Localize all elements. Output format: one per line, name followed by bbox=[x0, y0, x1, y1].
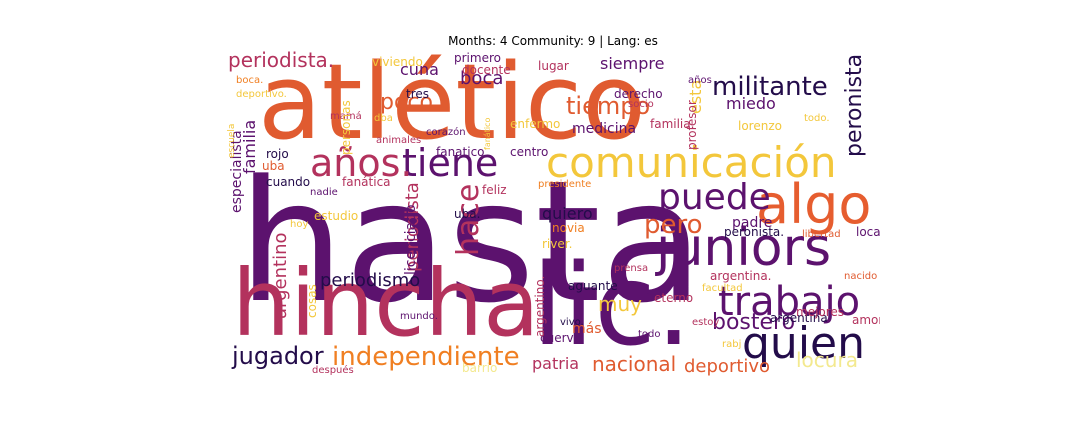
word: periodista. bbox=[228, 50, 335, 72]
word: derecho bbox=[614, 87, 663, 101]
word: uba bbox=[262, 159, 285, 173]
word: medicina bbox=[572, 121, 637, 137]
word: todo. bbox=[804, 113, 830, 124]
word: quien bbox=[742, 318, 865, 369]
word: tiempo bbox=[566, 92, 651, 120]
word: hincha bbox=[232, 250, 540, 357]
word: uba. bbox=[454, 207, 481, 221]
word: poco bbox=[380, 90, 433, 115]
word: enfermo bbox=[510, 117, 561, 131]
word: cuervo bbox=[540, 331, 581, 345]
word: river. bbox=[542, 237, 573, 251]
word: estoy bbox=[692, 317, 720, 328]
word: loca bbox=[856, 225, 880, 239]
word: después bbox=[312, 365, 354, 376]
word: socio bbox=[628, 99, 654, 110]
word: rojo bbox=[266, 147, 289, 161]
word: pero bbox=[644, 210, 703, 240]
word: padre bbox=[732, 215, 773, 231]
word: nacido bbox=[844, 271, 878, 282]
word: escuela bbox=[227, 123, 237, 158]
word: bostero bbox=[712, 310, 796, 335]
word: nadie bbox=[310, 187, 338, 198]
word: todo bbox=[638, 329, 661, 340]
word: patria bbox=[532, 354, 580, 373]
word: peronista. bbox=[724, 225, 785, 239]
word: mejores bbox=[796, 305, 845, 319]
word: cosas bbox=[305, 284, 319, 318]
word: barrio bbox=[462, 361, 498, 375]
word: primero bbox=[454, 51, 501, 65]
word: prensa bbox=[614, 263, 649, 274]
word: miedo bbox=[726, 94, 776, 113]
word: cuando bbox=[266, 175, 311, 189]
word: lorenzo bbox=[738, 119, 782, 133]
word: amor bbox=[852, 313, 880, 327]
word: presidente bbox=[538, 179, 592, 190]
page-title: Months: 4 Community: 9 | Lang: es bbox=[448, 34, 658, 48]
word: peronista bbox=[842, 53, 867, 157]
word: personas bbox=[339, 100, 353, 155]
word: tiene bbox=[402, 141, 499, 185]
word: puede bbox=[658, 177, 771, 218]
word: deportivo. bbox=[236, 89, 287, 100]
word: docente bbox=[462, 63, 511, 77]
word: argentina. bbox=[710, 269, 772, 283]
word: mamá bbox=[330, 111, 362, 122]
word: siempre bbox=[600, 54, 665, 73]
word: fanático bbox=[483, 117, 492, 150]
word: rabj bbox=[722, 339, 742, 350]
word: licenciado bbox=[403, 204, 419, 275]
word: argentino. bbox=[533, 275, 547, 337]
word: deportivo bbox=[684, 356, 771, 377]
word: corazón bbox=[426, 127, 466, 138]
word: fanática bbox=[342, 175, 391, 189]
word: animales bbox=[376, 135, 422, 146]
word: aguante bbox=[568, 279, 618, 293]
word: facultad bbox=[702, 283, 743, 294]
word: hoy bbox=[290, 219, 309, 230]
word: centro bbox=[510, 145, 549, 159]
word: más bbox=[572, 321, 602, 337]
word: vivo. bbox=[560, 317, 584, 328]
word: algo bbox=[756, 173, 872, 236]
word: locura bbox=[796, 348, 858, 372]
word: lugar bbox=[538, 59, 569, 73]
word: feliz bbox=[482, 183, 507, 197]
word: tres bbox=[406, 87, 430, 101]
word: años. bbox=[310, 141, 413, 185]
word: fanatico bbox=[436, 145, 485, 159]
word: dba bbox=[374, 113, 393, 124]
word: mundo. bbox=[400, 311, 438, 322]
word: argentina bbox=[770, 311, 828, 325]
word: libertad bbox=[802, 229, 841, 240]
word: jugador bbox=[232, 342, 324, 370]
word: eterno bbox=[654, 291, 694, 305]
word: atlético bbox=[258, 50, 646, 163]
word: lic. bbox=[532, 241, 692, 371]
word-cloud: hasta atlético hincha lic. comunicación junio… bbox=[226, 50, 880, 380]
word: hasta bbox=[238, 144, 704, 340]
word: cuna bbox=[400, 60, 439, 79]
word: trabajo bbox=[718, 279, 861, 325]
word: familia. bbox=[650, 117, 695, 131]
word: novia bbox=[552, 221, 585, 235]
word: argentino bbox=[270, 232, 291, 319]
word: años bbox=[688, 75, 712, 86]
word: boca bbox=[460, 68, 504, 89]
word: comunicación bbox=[546, 138, 837, 187]
word: muy bbox=[598, 292, 642, 316]
word: quiero bbox=[542, 204, 593, 223]
word: nacional bbox=[592, 352, 677, 376]
word: viviendo bbox=[372, 55, 423, 69]
word: periodismo bbox=[320, 270, 421, 291]
word: independiente bbox=[332, 342, 520, 372]
word: juniors bbox=[656, 218, 832, 278]
word: estudio bbox=[314, 209, 359, 223]
word: militante bbox=[712, 72, 828, 102]
word: boca. bbox=[236, 75, 264, 86]
